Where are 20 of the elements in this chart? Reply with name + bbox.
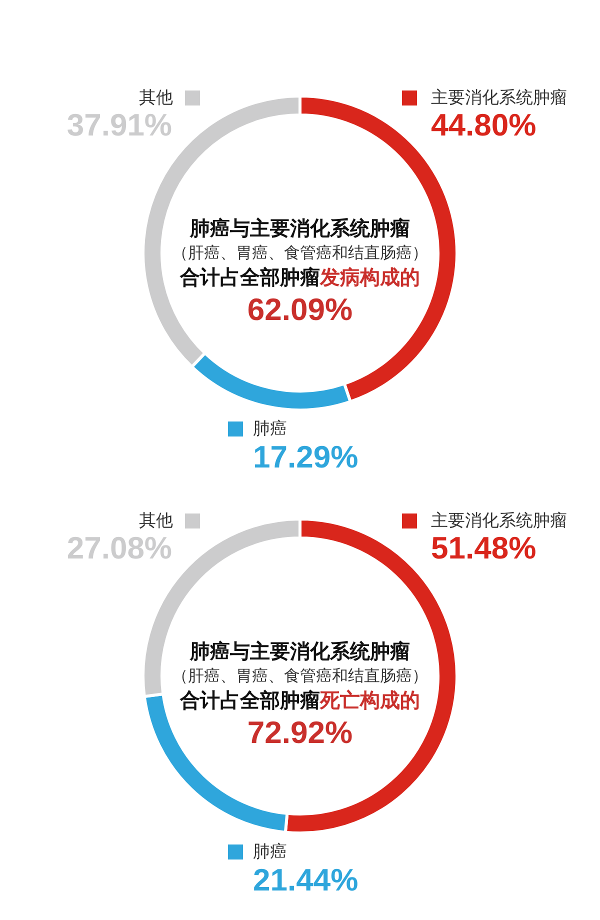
data-label: 21.44% xyxy=(253,862,358,898)
text: 合计占全部肿瘤 xyxy=(180,688,320,712)
legend-label: 肺癌 xyxy=(253,419,287,439)
text: （肝癌、胃癌、食管癌和结直肠癌） xyxy=(172,243,428,262)
text: 合计占全部肿瘤 xyxy=(180,265,320,289)
text: 发病构成的 xyxy=(320,265,420,289)
text: 62.09% xyxy=(247,292,353,327)
slice-label: 其他 xyxy=(139,511,173,531)
text: 肺癌与主要消化系统肿瘤 xyxy=(190,639,410,663)
data-label: 51.48% xyxy=(431,530,536,566)
text: 肺癌与主要消化系统肿瘤 xyxy=(190,216,410,240)
legend-label: 主要消化系统肿瘤 xyxy=(431,511,567,531)
text: 72.92% xyxy=(247,715,353,750)
text: （肝癌、胃癌、食管癌和结直肠癌） xyxy=(172,666,428,685)
data-label: 44.80% xyxy=(431,108,536,142)
legend-label: 主要消化系统肿瘤 xyxy=(431,88,567,108)
legend-label: 肺癌 xyxy=(253,842,287,862)
text: 死亡构成的 xyxy=(320,688,420,712)
slice-label: 其他 xyxy=(139,88,173,108)
data-label: 17.29% xyxy=(253,440,358,474)
